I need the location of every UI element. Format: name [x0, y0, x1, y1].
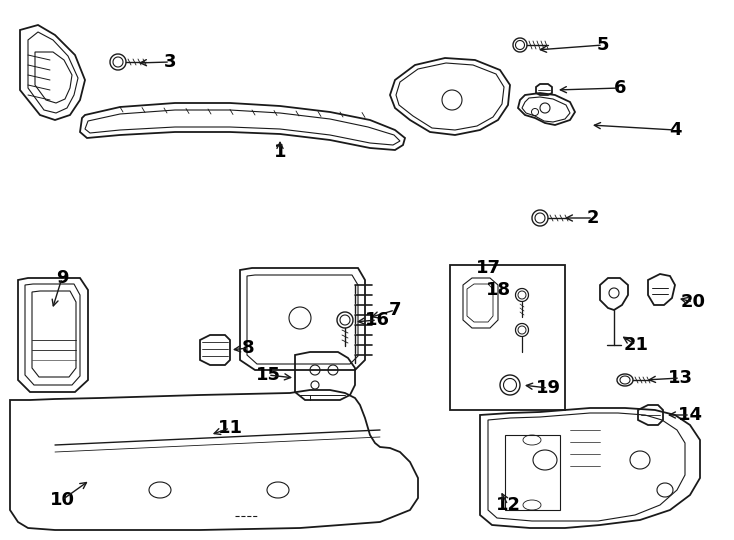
Text: 10: 10 — [49, 491, 74, 509]
Text: 21: 21 — [623, 336, 649, 354]
Text: 16: 16 — [365, 311, 390, 329]
Text: 14: 14 — [677, 406, 702, 424]
Text: 20: 20 — [680, 293, 705, 311]
Text: 6: 6 — [614, 79, 626, 97]
Text: 13: 13 — [667, 369, 692, 387]
Text: 4: 4 — [669, 121, 681, 139]
Text: 17: 17 — [476, 259, 501, 277]
Text: 7: 7 — [389, 301, 401, 319]
Text: 15: 15 — [255, 366, 280, 384]
Text: 18: 18 — [485, 281, 511, 299]
Text: 5: 5 — [597, 36, 609, 54]
Text: 1: 1 — [274, 143, 286, 161]
Text: 2: 2 — [586, 209, 599, 227]
Text: 12: 12 — [495, 496, 520, 514]
Text: 9: 9 — [56, 269, 68, 287]
Text: 8: 8 — [241, 339, 254, 357]
Text: 19: 19 — [536, 379, 561, 397]
Text: 3: 3 — [164, 53, 176, 71]
Text: 11: 11 — [217, 419, 242, 437]
